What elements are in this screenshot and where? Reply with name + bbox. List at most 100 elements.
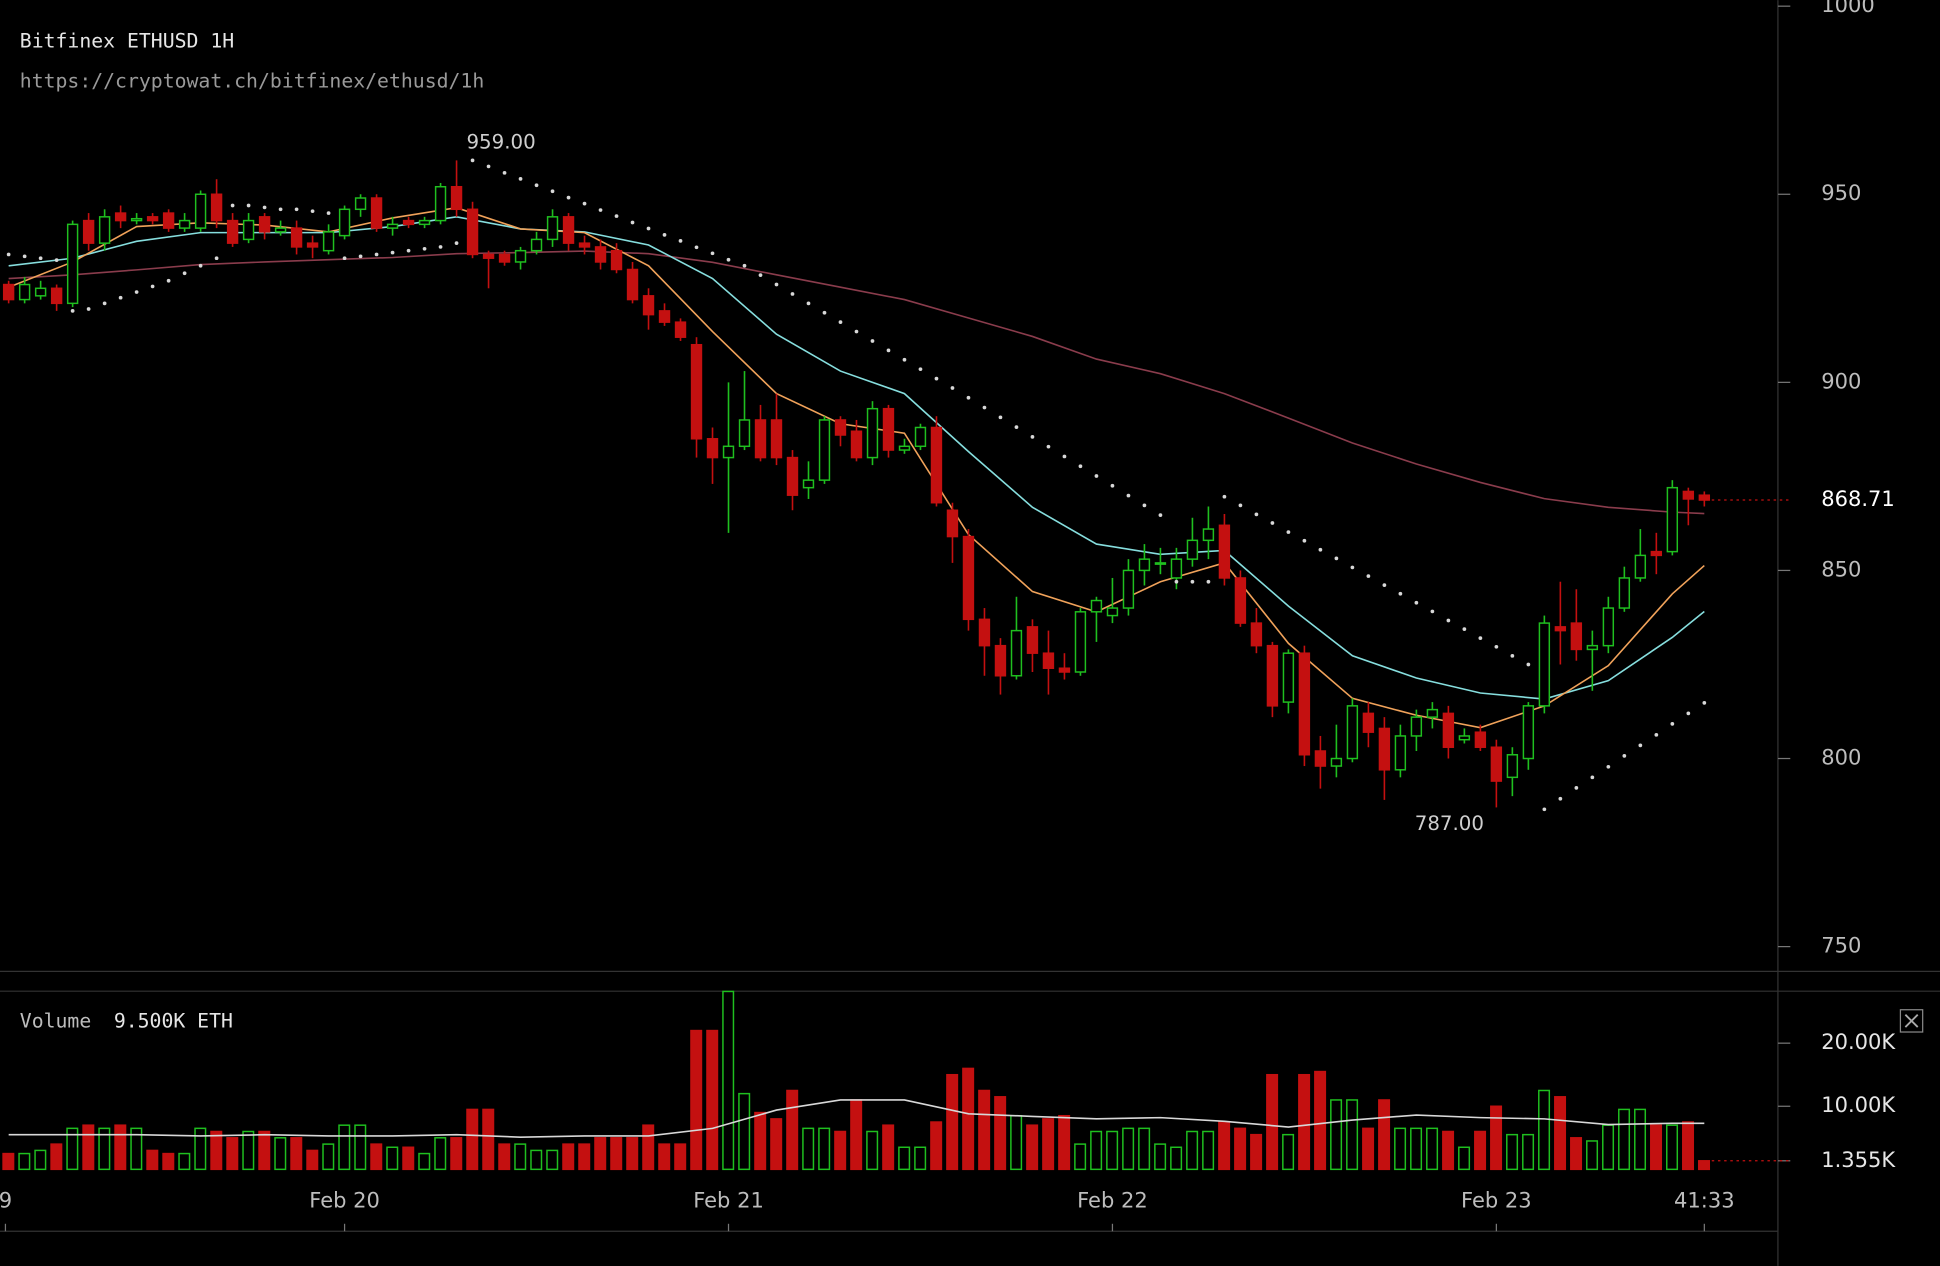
sar-dot [22, 254, 27, 259]
moving-average [8, 250, 1705, 515]
candle-body [1154, 562, 1167, 565]
volume-bar [1346, 1099, 1359, 1171]
volume-bar [402, 1146, 415, 1171]
candle-body [226, 219, 239, 244]
volume-bar [1618, 1108, 1631, 1171]
candle-body [1266, 644, 1279, 707]
volume-bar [1266, 1073, 1279, 1171]
sar-dot [438, 245, 443, 249]
sar-dot [1030, 435, 1035, 439]
sar-dot [950, 386, 955, 390]
volume-bar [434, 1137, 447, 1171]
sar-dot [1078, 464, 1083, 469]
volume-bar [866, 1130, 879, 1171]
sar-dot [534, 183, 539, 188]
y-tick-label: 850 [1821, 556, 1861, 581]
volume-bar [482, 1108, 495, 1171]
sar-dot [790, 292, 795, 296]
close-box[interactable] [1899, 1009, 1924, 1033]
sar-dot [1462, 627, 1467, 631]
candle-body [242, 219, 255, 241]
volume-bar [578, 1143, 591, 1171]
volume-bar [242, 1130, 255, 1171]
close-button[interactable] [1899, 1009, 1924, 1033]
candle-body [562, 216, 575, 244]
candle-body [978, 618, 991, 647]
candle-body [434, 185, 447, 222]
candle-body [482, 253, 495, 259]
sar-dot [1414, 600, 1419, 605]
volume-bar [1650, 1124, 1663, 1171]
candle-body [34, 287, 47, 297]
candle-body [386, 223, 399, 229]
volume-bar [1586, 1140, 1599, 1171]
chart-title: Bitfinex ETHUSD 1H [20, 30, 234, 53]
sar-dot [406, 248, 411, 253]
sar-dot [518, 176, 523, 181]
volume-bar [1474, 1130, 1487, 1171]
volume-bar [658, 1143, 671, 1171]
sar-dot [1366, 574, 1371, 578]
volume-title: Volume [20, 1010, 91, 1033]
candle-body [274, 227, 287, 233]
sar-dot [278, 207, 283, 212]
volume-bar [1314, 1070, 1327, 1171]
sar-dot [1110, 483, 1115, 488]
volume-bar [18, 1152, 31, 1171]
candle-body [898, 445, 911, 451]
volume-bar [1234, 1127, 1247, 1171]
sar-dot [502, 170, 507, 175]
candle-body [1218, 524, 1231, 579]
candle-body [1058, 667, 1071, 673]
sar-dot [550, 189, 555, 194]
volume-bar [1522, 1133, 1535, 1171]
candle-body [1522, 705, 1535, 760]
candle-body [706, 438, 719, 459]
sar-dot [422, 246, 427, 251]
close-icon[interactable] [1904, 1014, 1919, 1028]
sar-dot [694, 245, 699, 250]
candle-body [738, 419, 751, 448]
sar-dot [1238, 503, 1243, 508]
volume-bar [1218, 1121, 1231, 1171]
sar-dot [70, 309, 75, 313]
volume-bar [98, 1127, 111, 1171]
volume-tick-label: 20.00K [1821, 1029, 1896, 1054]
candle-body [1170, 558, 1183, 579]
sar-dot [390, 250, 395, 255]
sar-dot [982, 405, 987, 410]
sar-dot [1382, 583, 1387, 587]
candle-body [770, 419, 783, 459]
candle-body [1250, 622, 1263, 647]
sar-dot [1702, 700, 1707, 705]
candle-body [1314, 750, 1327, 767]
volume-bar [1058, 1114, 1071, 1171]
sar-dot [774, 282, 779, 287]
volume-bar [370, 1143, 383, 1171]
sar-dot [150, 284, 155, 289]
sar-dot [1670, 722, 1675, 726]
volume-bar [1154, 1143, 1167, 1171]
candle-body [610, 249, 623, 271]
sar-dot [1046, 444, 1051, 449]
sar-dot [998, 415, 1003, 420]
volume-bar [1138, 1127, 1151, 1171]
volume-bar [178, 1152, 191, 1171]
volume-bar [290, 1137, 303, 1171]
volume-bar [786, 1089, 799, 1171]
x-tick-label: Feb 20 [309, 1188, 380, 1213]
y-tick-label: 950 [1821, 180, 1861, 205]
volume-tick-label: 1.355K [1821, 1147, 1896, 1172]
sar-dot [6, 252, 11, 257]
candle-body [1570, 622, 1583, 651]
x-tick-label: Feb 22 [1077, 1188, 1148, 1213]
sar-dot [198, 263, 203, 268]
sar-dot [678, 239, 683, 243]
candle-body [754, 419, 767, 459]
sar-dot [646, 226, 651, 231]
candle-body [802, 479, 815, 489]
volume-bar [274, 1137, 287, 1171]
candle-body [1010, 629, 1023, 677]
candle-body [850, 430, 863, 459]
